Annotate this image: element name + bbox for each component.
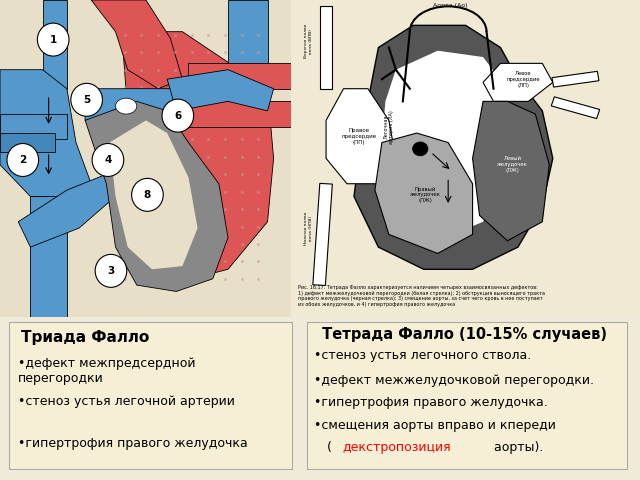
Text: 2: 2: [19, 155, 26, 165]
Circle shape: [413, 142, 428, 156]
Polygon shape: [42, 0, 67, 89]
Circle shape: [92, 144, 124, 177]
Text: 8: 8: [144, 190, 151, 200]
Text: 4: 4: [104, 155, 111, 165]
Polygon shape: [31, 196, 67, 317]
Circle shape: [162, 99, 194, 132]
Text: Правый
желудочек
(ПЖ): Правый желудочек (ПЖ): [410, 186, 441, 203]
Circle shape: [95, 254, 127, 288]
Polygon shape: [375, 133, 472, 253]
Text: Аорта (Ао): Аорта (Ао): [433, 3, 467, 8]
Polygon shape: [551, 97, 600, 119]
Polygon shape: [0, 0, 304, 317]
Polygon shape: [291, 0, 640, 317]
Circle shape: [37, 23, 69, 56]
Text: •дефект межпредсердной
перегородки: •дефект межпредсердной перегородки: [18, 357, 196, 385]
Polygon shape: [552, 72, 599, 87]
Text: 5: 5: [83, 95, 90, 105]
Text: •гипертрофия правого желудочка.: •гипертрофия правого желудочка.: [314, 396, 548, 409]
Text: 1: 1: [49, 35, 57, 45]
FancyBboxPatch shape: [307, 322, 627, 469]
Text: 6: 6: [174, 110, 182, 120]
Polygon shape: [106, 32, 274, 285]
Polygon shape: [167, 70, 274, 111]
Text: •стеноз устья легочной артерии: •стеноз устья легочной артерии: [18, 395, 235, 408]
Polygon shape: [92, 0, 182, 89]
Circle shape: [71, 84, 102, 116]
Polygon shape: [85, 89, 188, 120]
Text: аорты).: аорты).: [490, 441, 543, 454]
Text: •дефект межжелудочковой перегородки.: •дефект межжелудочковой перегородки.: [314, 373, 594, 386]
Polygon shape: [320, 6, 332, 89]
Text: 3: 3: [108, 266, 115, 276]
Polygon shape: [85, 101, 228, 291]
Polygon shape: [0, 70, 92, 196]
Text: Нижняя полая
вена (НПВ): Нижняя полая вена (НПВ): [305, 212, 313, 245]
Polygon shape: [313, 183, 332, 286]
Polygon shape: [354, 25, 553, 269]
Polygon shape: [472, 101, 549, 241]
FancyBboxPatch shape: [10, 322, 292, 469]
Text: Верхняя полая
вена (ВПВ): Верхняя полая вена (ВПВ): [305, 24, 313, 58]
Text: Тетрада Фалло (10-15% случаев): Тетрада Фалло (10-15% случаев): [317, 327, 607, 342]
Text: Триада Фалло: Триада Фалло: [21, 330, 149, 345]
Text: (: (: [327, 441, 332, 454]
Polygon shape: [228, 0, 268, 89]
Polygon shape: [375, 51, 518, 241]
Text: Левое
предсердие
(ЛП): Левое предсердие (ЛП): [506, 71, 540, 87]
Text: •гипертрофия правого желудочка: •гипертрофия правого желудочка: [18, 437, 248, 450]
Polygon shape: [326, 89, 396, 184]
Polygon shape: [18, 174, 115, 247]
Polygon shape: [0, 114, 67, 139]
Circle shape: [7, 144, 38, 177]
Text: Правое
предсердие
(ПП): Правое предсердие (ПП): [342, 128, 377, 144]
Text: •смещения аорты вправо и кпереди: •смещения аорты вправо и кпереди: [314, 419, 556, 432]
Text: Левый
желудочек
(ЛЖ): Левый желудочек (ЛЖ): [497, 156, 528, 173]
Polygon shape: [483, 63, 553, 101]
Text: декстропозиция: декстропозиция: [342, 441, 451, 454]
Ellipse shape: [115, 98, 137, 114]
Text: Рис. 16.17. Тетрада Фалло характеризуется наличием четырех взаимосвязанных дефек: Рис. 16.17. Тетрада Фалло характеризуетс…: [298, 285, 545, 307]
Polygon shape: [188, 101, 304, 127]
Polygon shape: [0, 133, 55, 152]
Text: •стеноз устья легочного ствола.: •стеноз устья легочного ствола.: [314, 349, 531, 362]
Text: Легочная
артерия (ЛА): Легочная артерия (ЛА): [383, 110, 394, 144]
Circle shape: [132, 179, 163, 211]
Polygon shape: [109, 120, 198, 269]
Polygon shape: [188, 63, 304, 89]
